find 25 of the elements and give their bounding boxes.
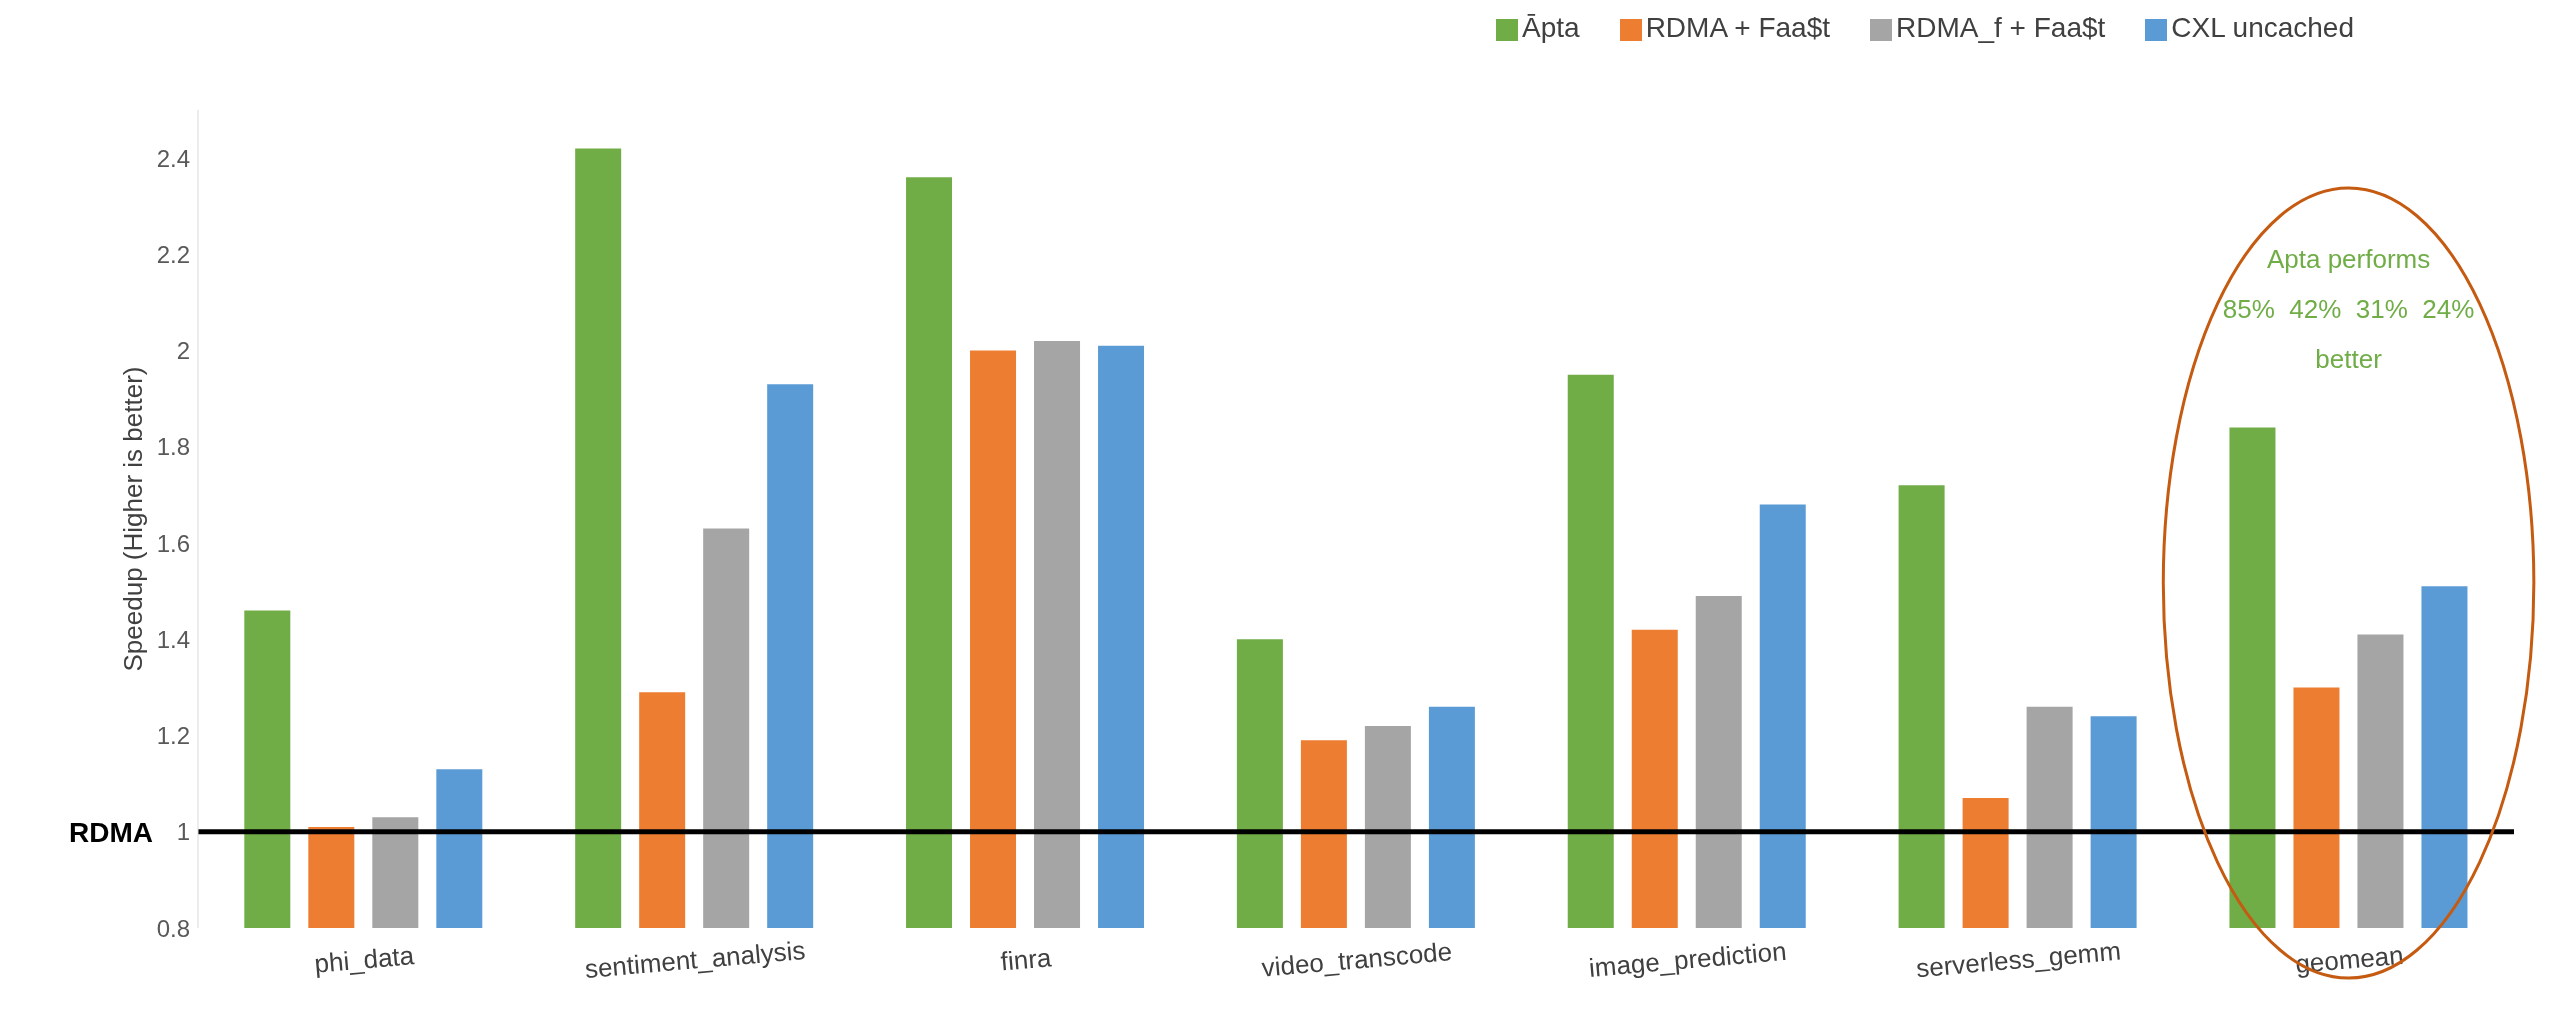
legend-label: Āpta [1522,12,1580,43]
x-tick-label: phi_data [313,940,416,979]
x-tick-label: finra [999,942,1054,977]
y-tick-label: 0.8 [156,914,190,942]
y-tick-label: 1.2 [156,722,190,750]
x-tick-label: video_transcode [1260,936,1454,983]
y-tick-label: 1.6 [156,529,190,557]
y-tick-label: 1.8 [156,433,190,461]
y-tick-label: 2 [176,337,190,365]
legend-label: RDMA_f + Faa$t [1896,12,2106,43]
ref-line-label: RDMA [69,816,153,848]
annotation: Apta performs [2266,244,2431,274]
annotation: 85% 42% 31% 24% [2222,294,2475,324]
y-tick-label: 2.4 [156,144,190,172]
y-axis-title: Speedup (Higher is better) [118,366,149,672]
legend-label: CXL uncached [2171,12,2354,43]
annotation: better [2315,344,2383,374]
x-tick-label: geomean [2294,939,2405,980]
y-tick-label: 2.2 [156,240,190,268]
x-tick-label: sentiment_analysis [583,934,807,984]
legend-label: RDMA + Faa$t [1645,12,1831,43]
x-tick-label: image_prediction [1587,935,1788,983]
y-tick-label: 1.4 [156,625,190,653]
y-tick-label: 1 [176,818,190,846]
x-tick-label: serverless_gemm [1915,935,2123,984]
